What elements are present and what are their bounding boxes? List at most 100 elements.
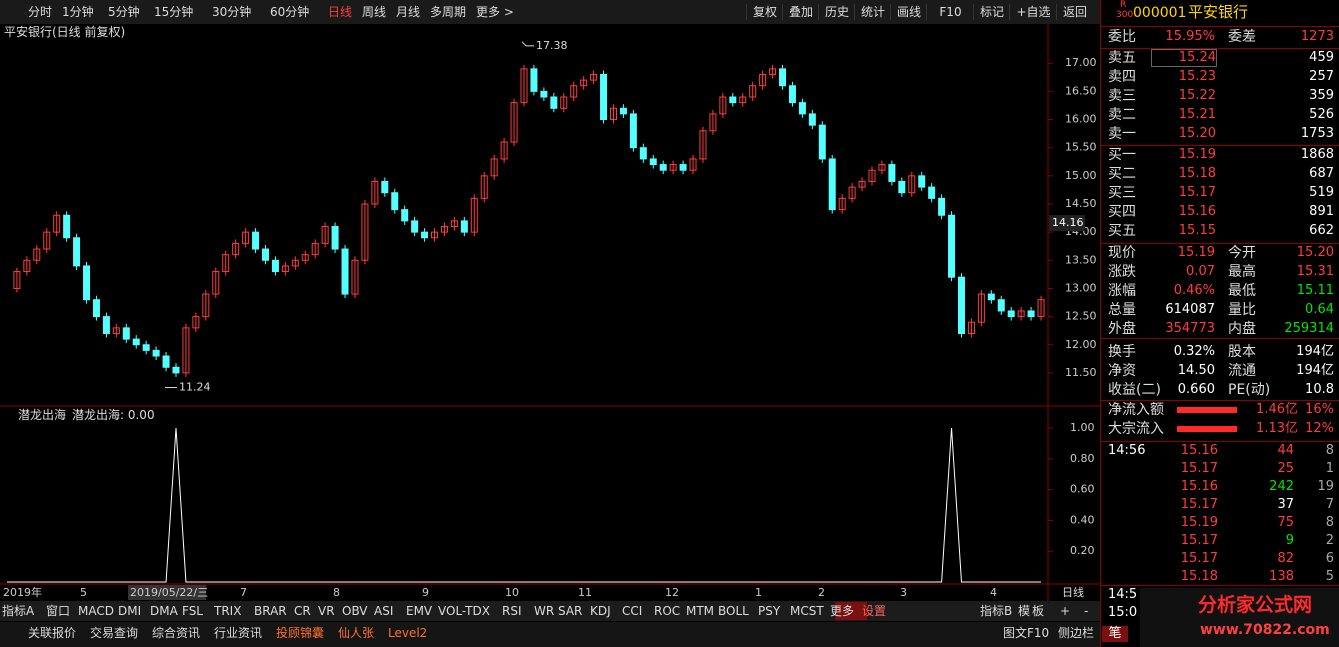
- period-button[interactable]: 30分钟: [212, 5, 252, 19]
- action-button[interactable]: F10: [926, 4, 974, 20]
- action-button[interactable]: 历史: [818, 4, 855, 20]
- indicator-tab[interactable]: KDJ: [590, 604, 611, 618]
- action-button[interactable]: +自选: [1009, 4, 1057, 20]
- candle: [580, 79, 588, 87]
- candle: [381, 180, 389, 194]
- stat-label: 最低: [1228, 283, 1256, 299]
- action-button[interactable]: 标记: [973, 4, 1010, 20]
- indicator-tab[interactable]: ROC: [654, 604, 681, 618]
- period-button[interactable]: 周线: [362, 5, 387, 19]
- x-label: 2019年: [3, 585, 42, 599]
- current-price-label: 14.16: [1052, 216, 1084, 229]
- indicator-tab[interactable]: WR: [534, 604, 555, 618]
- book-label: 买五: [1108, 223, 1136, 239]
- book-volume: 662: [1309, 223, 1334, 238]
- bottom-tab[interactable]: 交易查询: [90, 626, 139, 640]
- period-button[interactable]: 1分钟: [62, 5, 94, 19]
- indicator-tab[interactable]: 指标B: [980, 604, 1013, 618]
- candle: [33, 248, 41, 261]
- action-button[interactable]: 复权: [746, 4, 783, 20]
- watermark-url: www.70822.com: [1200, 622, 1330, 638]
- candle: [560, 96, 568, 109]
- indicator-tab[interactable]: 设置: [862, 604, 887, 618]
- indicator-tab[interactable]: 窗口: [46, 604, 71, 618]
- y-tick-label: 16.00: [1065, 113, 1097, 126]
- indicator-tab[interactable]: CCI: [622, 604, 643, 618]
- action-button[interactable]: 画线: [890, 4, 927, 20]
- x-label: 5: [80, 586, 87, 599]
- indicator-tab[interactable]: EMV: [406, 604, 433, 618]
- flow-label: 大宗流入: [1108, 421, 1164, 437]
- indicator-tab[interactable]: FSL: [182, 604, 203, 618]
- bottom-tab[interactable]: Level2: [388, 626, 428, 640]
- indicator-tab[interactable]: CR: [294, 604, 311, 618]
- period-button[interactable]: 月线: [396, 5, 421, 19]
- indicator-tab[interactable]: MCST: [790, 604, 824, 618]
- flow-value: 1.46亿: [1256, 402, 1298, 417]
- flow-bar: [1177, 407, 1237, 413]
- candle: [132, 338, 140, 346]
- indicator-tab[interactable]: RSI: [502, 604, 522, 618]
- indicator-tab[interactable]: +: [1060, 604, 1071, 618]
- bottom-tab[interactable]: 关联报价: [28, 626, 77, 640]
- candle: [769, 68, 777, 75]
- indicator-tab[interactable]: 更多: [830, 604, 855, 618]
- indicator-tab[interactable]: VR: [318, 604, 335, 618]
- indicator-tab[interactable]: MACD: [78, 604, 114, 618]
- tick-price: 15.18: [1180, 569, 1218, 584]
- book-price: 15.18: [1178, 166, 1216, 181]
- indicator-tab[interactable]: 模: [1018, 604, 1031, 618]
- candle: [23, 259, 31, 273]
- indicator-tab[interactable]: MTM: [686, 604, 715, 618]
- stat-value: 0.660: [1177, 382, 1215, 397]
- indicator-tab[interactable]: DMA: [150, 604, 178, 618]
- bottom-tab[interactable]: 图文F10: [1003, 626, 1050, 640]
- candle: [719, 96, 727, 115]
- candle: [331, 226, 339, 250]
- period-button[interactable]: 15分钟: [154, 5, 194, 19]
- indicator-tab[interactable]: 板: [1032, 604, 1045, 618]
- candle: [351, 259, 359, 295]
- period-button[interactable]: 60分钟: [270, 5, 310, 19]
- indicator-tab[interactable]: DMI: [118, 604, 142, 618]
- candle: [798, 102, 806, 115]
- candle: [401, 209, 409, 222]
- tick-price: 15.17: [1180, 533, 1218, 548]
- indicator-tab[interactable]: BOLL: [718, 604, 749, 618]
- period-button[interactable]: 多周期: [430, 5, 467, 19]
- candle: [997, 299, 1005, 312]
- indicator-tab[interactable]: PSY: [758, 604, 781, 618]
- period-button[interactable]: 5分钟: [108, 5, 140, 19]
- bottom-tab[interactable]: 侧边栏: [1058, 626, 1095, 640]
- bottom-tab[interactable]: 综合资讯: [152, 626, 201, 640]
- indicator-tab[interactable]: BRAR: [254, 604, 287, 618]
- tick-price: 15.17: [1180, 497, 1218, 512]
- indicator-tab[interactable]: SAR: [558, 604, 583, 618]
- indicator-tab[interactable]: OBV: [342, 604, 368, 618]
- indicator-tab[interactable]: 指标A: [2, 604, 35, 618]
- bottom-tab[interactable]: 仙人张: [338, 626, 375, 640]
- candle: [460, 220, 468, 233]
- period-button[interactable]: 日线: [328, 5, 353, 19]
- indicator-tab[interactable]: VOL-TDX: [438, 604, 490, 618]
- indicator-tab[interactable]: -: [1084, 604, 1089, 618]
- stat-label: 净资: [1108, 363, 1136, 379]
- action-button[interactable]: 统计: [854, 4, 891, 20]
- indicator-line: [6, 427, 1042, 583]
- stat-label: 涨跌: [1108, 264, 1136, 280]
- bottom-tab[interactable]: 投顾锦囊: [276, 626, 325, 640]
- period-button[interactable]: 更多 >: [476, 5, 514, 19]
- current-price-tag: [1049, 215, 1085, 232]
- stat-value: 14.50: [1177, 363, 1215, 378]
- candle: [759, 73, 767, 87]
- action-button[interactable]: 叠加: [782, 4, 819, 20]
- action-button[interactable]: 返回: [1056, 4, 1093, 20]
- period-button[interactable]: 分时: [28, 5, 53, 19]
- tick-volume: 138: [1269, 569, 1294, 584]
- pen-button[interactable]: 笔: [1102, 626, 1128, 642]
- stat-value: 15.20: [1296, 245, 1334, 260]
- ratio-value: 15.95%: [1165, 29, 1215, 44]
- indicator-tab[interactable]: ASI: [374, 604, 394, 618]
- bottom-tab[interactable]: 行业资讯: [214, 626, 263, 640]
- indicator-tab[interactable]: TRIX: [214, 604, 242, 618]
